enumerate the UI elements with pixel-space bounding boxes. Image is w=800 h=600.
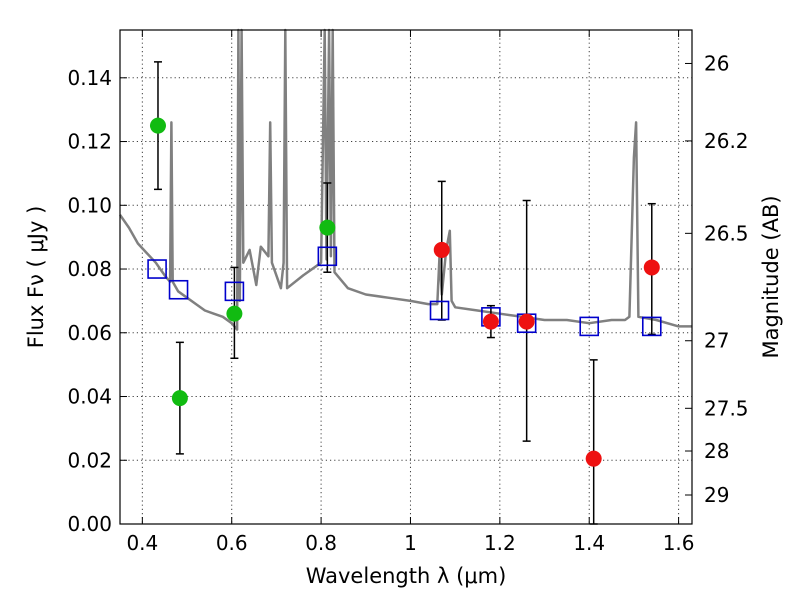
y-tick-label: 0.04 [67,385,112,409]
y-tick-label: 0.08 [67,257,112,281]
y2-axis-title: Magnitude (AB) [759,195,783,358]
data-point [482,313,499,330]
square-marker [168,279,189,300]
x-tick-label: 1 [404,531,417,555]
y-tick-label: 0.00 [67,512,112,536]
data-point [585,450,602,467]
square-marker [641,316,662,337]
y2-tick-label: 26 [704,51,729,75]
y-tick-label: 0.10 [67,193,112,217]
data-point [171,390,188,407]
x-tick-label: 0.8 [305,531,337,555]
y2-tick-label: 27 [704,329,729,353]
y2-tick-label: 26.2 [704,129,749,153]
data-point [319,219,336,236]
spectrum-line [118,28,692,331]
square-marker [147,259,167,279]
y-axis-title: Flux Fν ( μJy ) [24,206,48,349]
y-tick-label: 0.12 [67,130,112,154]
y2-tick-label: 26.5 [704,221,749,245]
data-point [149,117,166,134]
circle-markers [149,117,660,467]
tick-labels: 0.4 0.6 0.8 1 1.2 1.4 1.6 0.00 0.02 0.04 0.06 0.08 0… [67,51,748,555]
y-tick-label: 0.14 [67,66,112,90]
y-tick-label: 0.06 [67,321,112,345]
data-point [518,313,535,330]
y2-tick-label: 27.5 [704,396,749,420]
y2-tick-label: 28 [704,439,729,463]
data-point [643,259,660,276]
x-tick-label: 1.6 [663,531,695,555]
axis-ticks [120,30,692,525]
grid-lines [120,30,692,524]
y-tick-label: 0.02 [67,448,112,472]
data-point [433,241,450,258]
square-markers [147,246,662,337]
data-point [226,305,243,322]
spectrum-layer [118,28,692,331]
x-tick-label: 0.4 [126,531,158,555]
square-marker [429,300,450,321]
y2-tick-label: 29 [704,483,729,507]
square-marker [224,281,245,302]
square-marker [579,316,600,337]
x-axis-title: Wavelength λ (μm) [306,564,507,588]
x-tick-label: 1.4 [573,531,605,555]
x-tick-label: 1.2 [484,531,516,555]
plot-frame [119,29,693,525]
x-tick-label: 0.6 [216,531,248,555]
error-bars [153,61,656,525]
square-marker [317,246,338,267]
